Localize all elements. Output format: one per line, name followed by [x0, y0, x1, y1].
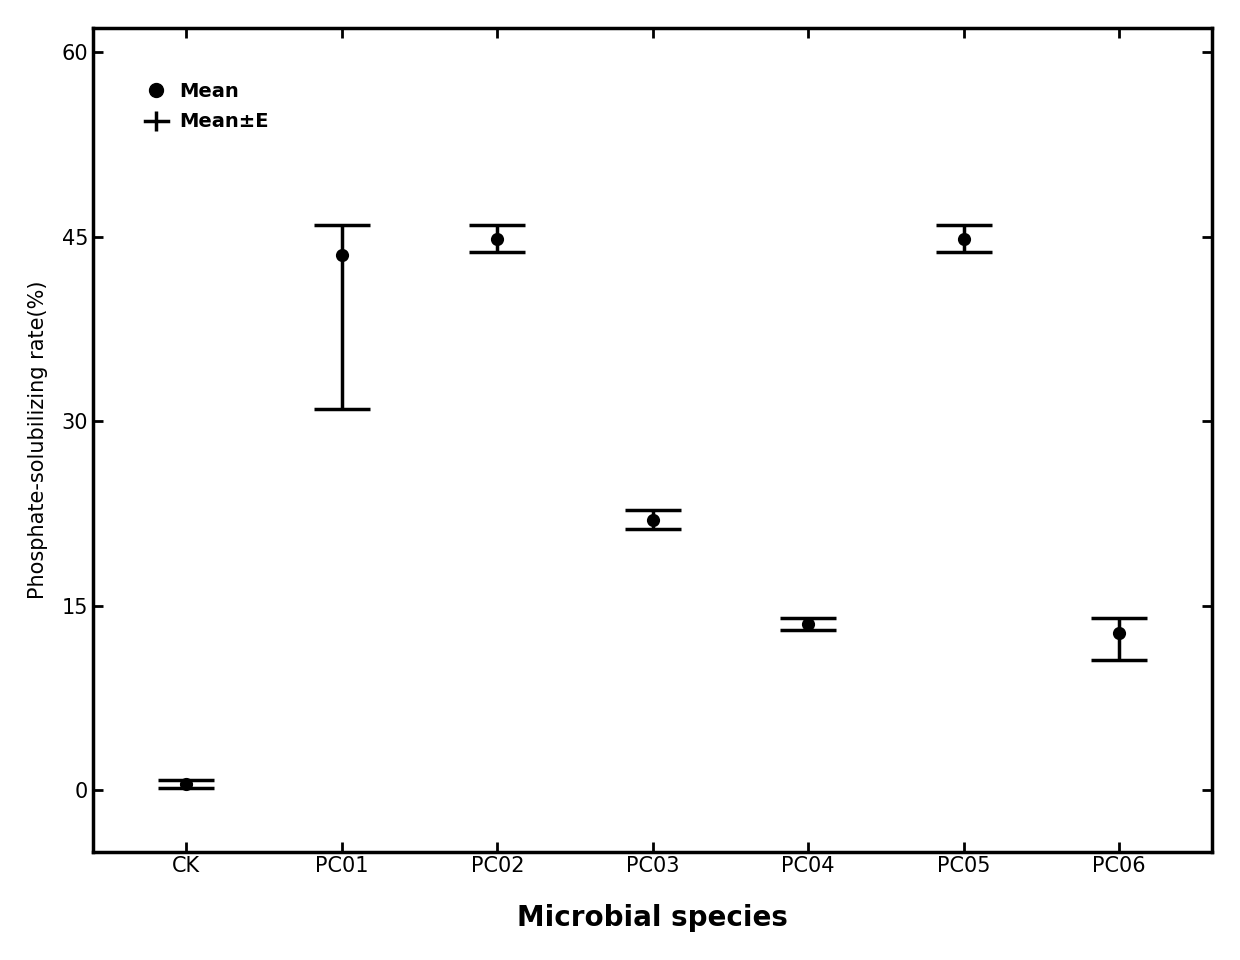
Legend: Mean, Mean±E: Mean, Mean±E: [125, 62, 289, 151]
Point: [487, 231, 507, 247]
Point: [642, 512, 662, 527]
Y-axis label: Phosphate-solubilizing rate(%): Phosphate-solubilizing rate(%): [27, 280, 48, 599]
X-axis label: Microbial species: Microbial species: [517, 904, 789, 932]
Point: [176, 777, 196, 792]
Point: [799, 616, 818, 632]
Point: [332, 248, 352, 263]
Point: [1109, 625, 1128, 640]
Point: [954, 231, 973, 247]
